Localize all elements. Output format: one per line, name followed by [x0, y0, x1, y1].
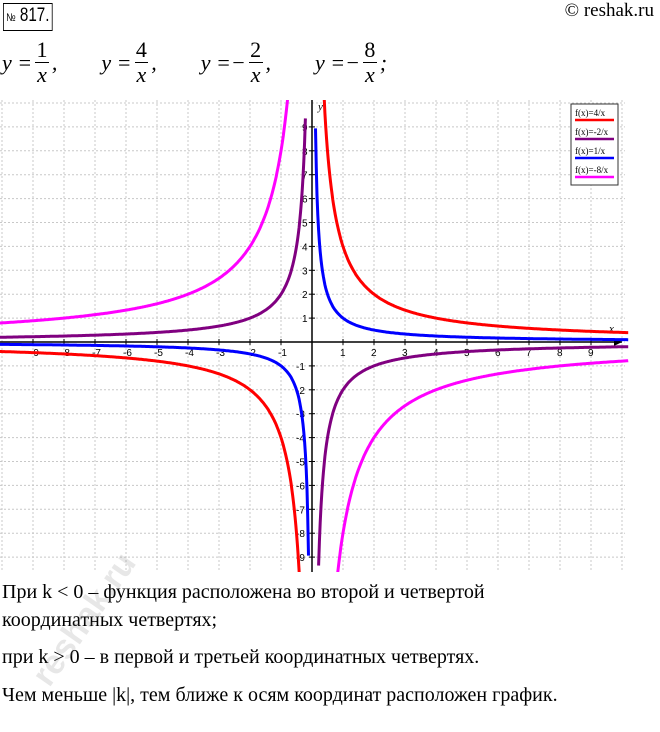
y-tick-label: -5 — [296, 458, 305, 469]
denominator: x — [35, 62, 49, 87]
legend-label: f(x)=-2/x — [575, 127, 609, 137]
x-tick-label: -4 — [185, 348, 194, 359]
y-tick-label: -6 — [296, 481, 305, 492]
y-tick-label: -7 — [296, 505, 305, 516]
legend-box — [570, 103, 619, 186]
conclusion-line-4: Чем меньше |k|, тем ближе к осям координ… — [2, 684, 558, 706]
formula-lhs: y = — [200, 49, 231, 75]
y-tick-label: 4 — [302, 242, 308, 253]
series-curve — [0, 350, 301, 572]
problem-number: № 817. — [3, 3, 53, 31]
conclusion-line-3: при k > 0 – в первой и третьей координат… — [2, 646, 480, 668]
denominator: x — [363, 62, 377, 87]
y-tick-label: -2 — [296, 386, 305, 397]
x-tick-label: -6 — [123, 348, 132, 359]
x-tick-label: 6 — [495, 348, 501, 359]
formula-lhs: y = — [315, 49, 346, 75]
formula: y = −8 x; — [315, 38, 387, 87]
formula-sign: − — [230, 49, 246, 75]
x-tick-label: 9 — [588, 348, 594, 359]
series-curve — [336, 359, 629, 572]
y-tick-label: -8 — [296, 529, 305, 540]
numerator: 4 — [135, 37, 147, 62]
numerator: 2 — [250, 37, 262, 62]
number-value: 817. — [19, 5, 50, 26]
series-curve — [314, 128, 629, 342]
legend-label: f(x)=1/x — [575, 146, 606, 156]
formula-lhs: y = — [2, 49, 33, 75]
formula-end: ; — [379, 49, 388, 75]
formula-end: , — [265, 49, 272, 75]
formula: y = −2 x, — [201, 38, 271, 87]
y-tick-label: -9 — [296, 553, 305, 564]
numerator: 1 — [36, 37, 48, 62]
formula: y = 4 x, — [101, 38, 156, 87]
conclusion-line-1: При k < 0 – функция расположена во второ… — [2, 581, 485, 603]
legend-label: f(x)=4/x — [575, 108, 606, 118]
x-tick-label: 7 — [526, 348, 532, 359]
x-axis-label: x — [608, 323, 614, 335]
series-curve — [322, 100, 629, 335]
y-tick-label: -4 — [296, 434, 305, 445]
x-tick-label: -1 — [278, 348, 287, 359]
series-curve — [0, 118, 307, 339]
x-tick-label: -7 — [92, 348, 101, 359]
x-tick-label: 8 — [557, 348, 563, 359]
formula-lhs: y = — [101, 49, 132, 75]
denominator: x — [134, 62, 149, 87]
conclusion-line-2: координатных четвертях; — [2, 609, 218, 631]
series-curve — [0, 342, 310, 556]
formula-end: , — [151, 49, 157, 75]
y-tick-label: 5 — [302, 219, 308, 230]
x-tick-label: 5 — [464, 348, 470, 359]
x-tick-label: 3 — [402, 348, 408, 359]
formulas: y = 1 x, y = 4 x, y = −2 x, y = −8 x; — [2, 38, 431, 87]
denominator: x — [248, 62, 263, 87]
y-axis-label: y — [317, 101, 323, 113]
number-prefix: № — [6, 12, 16, 24]
legend-label: f(x)=-8/x — [575, 165, 609, 175]
series-curve — [317, 345, 629, 566]
y-tick-label: 3 — [302, 266, 308, 277]
numerator: 8 — [364, 37, 376, 62]
x-tick-label: 2 — [371, 348, 377, 359]
hyperbola-chart: xy-9 -8 -7 -6 -5 -4 -3 -2 -1 1 2 3 4 5 6 7 8 9-9-8-7-6-5-… — [0, 100, 629, 572]
y-tick-label: 1 — [302, 314, 308, 325]
y-tick-label: 7 — [302, 171, 308, 182]
x-tick-label: 1 — [340, 348, 346, 359]
formula-sign: − — [345, 49, 361, 75]
formula-end: , — [51, 49, 58, 75]
copyright: © reshak.ru — [564, 0, 654, 21]
series-curve — [0, 100, 290, 325]
y-tick-label: 2 — [302, 290, 308, 301]
y-tick-label: -1 — [296, 362, 305, 373]
x-tick-label: -3 — [216, 348, 225, 359]
formula: y = 1 x, — [2, 38, 57, 87]
y-tick-label: 6 — [302, 195, 308, 206]
x-tick-label: -5 — [154, 348, 163, 359]
